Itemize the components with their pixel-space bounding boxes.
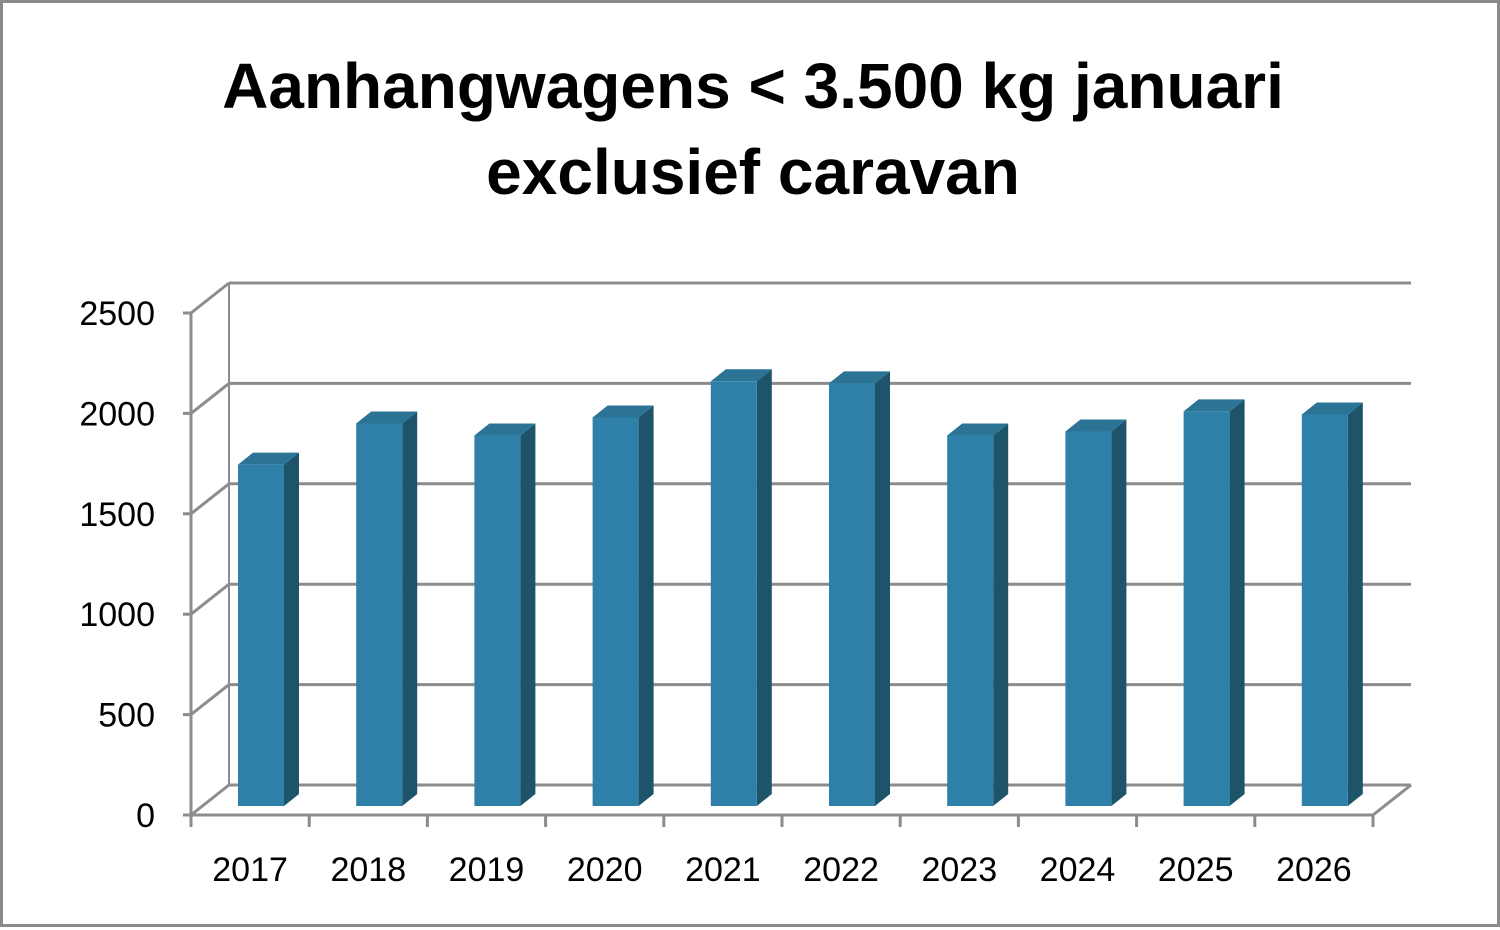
bar-top: [947, 423, 1009, 436]
bar-top: [356, 411, 418, 424]
x-tick-label: 2023: [921, 851, 997, 889]
y-tick-label: 500: [98, 697, 155, 735]
bar: [1183, 411, 1230, 806]
x-tick-label: 2018: [330, 851, 406, 889]
x-tick-label: 2019: [449, 851, 525, 889]
x-tick-label: 2026: [1276, 851, 1352, 889]
chart-title: Aanhangwagens < 3.500 kg januari exclusi…: [3, 43, 1500, 215]
bar-side: [520, 423, 536, 806]
bar-side: [1111, 419, 1127, 806]
bar: [710, 381, 757, 806]
y-tick-label: 2500: [79, 295, 155, 333]
bar-side: [1229, 399, 1245, 806]
grid-diagonal: [190, 382, 230, 415]
chart-title-line-2: exclusief caravan: [486, 136, 1020, 208]
chart-title-line-1: Aanhangwagens < 3.500 kg januari: [222, 50, 1284, 122]
grid-diagonal: [190, 583, 230, 616]
y-tick-label: 2000: [79, 395, 155, 433]
x-tick-label: 2017: [212, 851, 288, 889]
x-tick-label: 2022: [803, 851, 879, 889]
bar-top: [1065, 419, 1127, 432]
grid-diagonal: [190, 683, 230, 716]
bar-top: [238, 452, 299, 465]
grid-diagonal: [190, 482, 230, 515]
grid-diagonal: [190, 281, 230, 315]
bar: [947, 435, 994, 806]
bar: [829, 383, 875, 806]
bar-top: [710, 369, 772, 382]
bar-top: [1301, 402, 1363, 415]
floor-right-edge: [1372, 783, 1412, 817]
bar: [1301, 414, 1348, 806]
bar-side: [993, 423, 1009, 806]
bar-side: [875, 371, 890, 806]
bar: [1065, 431, 1112, 806]
bar-top: [592, 405, 654, 418]
bar-side: [284, 452, 299, 806]
y-tick-label: 0: [136, 797, 155, 835]
bar-side: [756, 369, 772, 806]
y-tick-label: 1000: [79, 596, 155, 634]
bar-top: [474, 423, 536, 436]
bar: [592, 417, 639, 806]
grid-diagonal: [190, 783, 230, 817]
x-tick-label: 2025: [1158, 851, 1234, 889]
bar: [474, 435, 521, 806]
bar: [238, 464, 284, 806]
x-tick-label: 2020: [567, 851, 643, 889]
y-tick-label: 1500: [79, 496, 155, 534]
x-tick-label: 2021: [685, 851, 761, 889]
bar: [356, 423, 403, 806]
bar-top: [1183, 399, 1245, 412]
chart-plot: 0 500 1000 1500 2000 2500 2017 2018 2019 2020 2021…: [79, 281, 1412, 889]
x-tick-label: 2024: [1040, 851, 1116, 889]
bar-top: [829, 371, 890, 384]
bar-side: [402, 411, 418, 806]
bar-side: [1347, 402, 1363, 806]
bar-side: [638, 405, 654, 806]
